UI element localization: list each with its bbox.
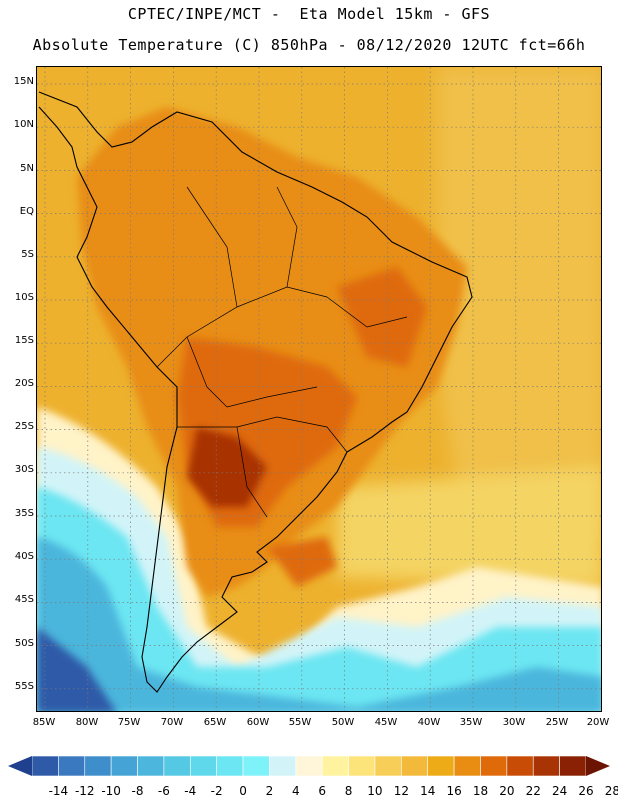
colorbar-label: 4 — [291, 784, 300, 798]
colorbar-label: -4 — [184, 784, 197, 798]
colorbar-cell — [348, 755, 376, 777]
colorbar-cell — [374, 755, 402, 777]
colorbar-label: -12 — [74, 784, 95, 798]
colorbar-label: 24 — [551, 784, 568, 798]
colorbar-label: 10 — [367, 784, 383, 798]
colorbar-cell — [401, 755, 429, 777]
temperature-map[interactable] — [36, 66, 602, 712]
colorbar-cell — [216, 755, 244, 777]
lat-label: 50S — [14, 638, 34, 649]
lat-label: 20S — [14, 378, 34, 389]
colorbar-cell — [189, 755, 217, 777]
colorbar-cell — [269, 755, 297, 777]
colorbar-cell — [31, 755, 59, 777]
colorbar-label: 16 — [446, 784, 462, 798]
country-borders — [156, 186, 408, 518]
colorbar-cell — [137, 755, 165, 777]
colorbar-cell — [321, 755, 349, 777]
colorbar-label: -8 — [131, 784, 144, 798]
colorbar-label: 2 — [265, 784, 274, 798]
colorbar-label: 12 — [393, 784, 409, 798]
lon-label: 80W — [75, 717, 99, 728]
colorbar-cell — [427, 755, 455, 777]
lat-label: 10N — [13, 119, 34, 130]
lat-label: 10S — [14, 292, 34, 303]
temperature-colorbar — [8, 755, 610, 777]
lon-label: 45W — [374, 717, 398, 728]
lon-label: 85W — [32, 717, 56, 728]
colorbar-label: 26 — [578, 784, 594, 798]
colorbar-cell — [110, 755, 138, 777]
lat-label: EQ — [19, 206, 34, 217]
colorbar-cell — [84, 755, 112, 777]
temperature-field — [37, 67, 601, 711]
lat-label: 45S — [14, 594, 34, 605]
colorbar-cell — [453, 755, 481, 777]
lon-label: 75W — [117, 717, 141, 728]
lon-label: 55W — [288, 717, 312, 728]
colorbar-label: 22 — [525, 784, 541, 798]
lon-label: 50W — [331, 717, 355, 728]
colorbar-cell — [58, 755, 86, 777]
lat-label: 15S — [14, 335, 34, 346]
colorbar-label: 0 — [239, 784, 247, 798]
lon-label: 20W — [586, 717, 610, 728]
east-ocean-band — [437, 67, 601, 547]
cold-zone-mid — [37, 487, 601, 711]
lon-label: 60W — [246, 717, 270, 728]
lat-label: 30S — [14, 464, 34, 475]
lon-label: 65W — [203, 717, 227, 728]
map-title-line2: Absolute Temperature (C) 850hPa - 08/12/… — [32, 36, 586, 54]
lon-label: 35W — [459, 717, 483, 728]
map-title-line1: CPTEC/INPE/MCT - Eta Model 15km - GFS — [127, 5, 491, 23]
colorbar-label: -14 — [48, 784, 69, 798]
cold-zone-darkest — [37, 627, 116, 711]
lat-label: 5S — [21, 249, 34, 260]
lat-label: 40S — [14, 551, 34, 562]
colorbar-label: 18 — [472, 784, 489, 798]
colorbar-label: -2 — [210, 784, 223, 798]
south-atlantic-band — [337, 467, 601, 587]
colorbar-max-arrow — [586, 756, 610, 776]
colorbar-label: 8 — [344, 784, 353, 798]
lat-label: 25S — [14, 421, 34, 432]
lon-label: 70W — [160, 717, 184, 728]
colorbar-cell — [242, 755, 270, 777]
colorbar-cell — [480, 755, 508, 777]
colorbar-label: -10 — [101, 784, 121, 798]
colorbar-label: 20 — [499, 784, 515, 798]
colorbar-label: -6 — [157, 784, 170, 798]
lon-label: 25W — [545, 717, 569, 728]
colorbar-label: 6 — [318, 784, 326, 798]
lat-label: 55S — [14, 681, 34, 692]
northeast-hot-region — [337, 267, 427, 367]
lat-label: 15N — [13, 76, 34, 87]
lat-label: 5N — [20, 163, 34, 174]
colorbar-min-arrow — [8, 756, 32, 776]
colorbar-cell — [295, 755, 323, 777]
colorbar-label: 14 — [420, 784, 436, 798]
colorbar-cell — [506, 755, 534, 777]
colorbar-cell — [532, 755, 560, 777]
lon-label: 30W — [502, 717, 526, 728]
lat-label: 35S — [14, 508, 34, 519]
coastline-south-america — [38, 91, 473, 693]
lon-label: 40W — [417, 717, 441, 728]
colorbar-cell — [559, 755, 587, 777]
colorbar-label: 28 — [604, 784, 618, 798]
colorbar-cell — [163, 755, 191, 777]
